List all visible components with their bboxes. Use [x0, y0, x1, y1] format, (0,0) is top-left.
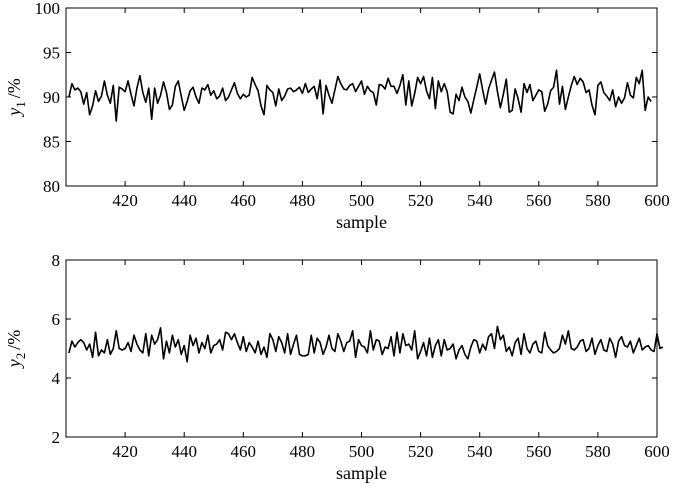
chart-y2-panel: 420 440 460 480 500 520 540 560 580 600 2 4 6 8 sample… [4, 251, 670, 483]
x-tick-label: 440 [171, 191, 197, 210]
y-axis-label-var: y [4, 108, 24, 118]
x-tick-label: 520 [408, 442, 434, 461]
x-tick-label: 480 [290, 191, 316, 210]
y-tick-label: 6 [52, 310, 61, 329]
y-axis-label-sub: 1 [13, 101, 28, 108]
x-tick-label: 480 [290, 442, 316, 461]
x-tick-label: 420 [112, 442, 138, 461]
x-tick-label: 500 [349, 442, 375, 461]
y-axis-label: y2 /% [4, 330, 28, 370]
x-tick-label: 460 [231, 442, 257, 461]
y-axis-label: y1 /% [4, 78, 28, 118]
x-tick-label: 520 [408, 191, 434, 210]
y-tick-label: 80 [43, 177, 60, 196]
x-tick-label: 460 [231, 191, 257, 210]
y-tick-label: 95 [43, 44, 60, 63]
x-tick-label: 560 [526, 442, 552, 461]
y-axis-label-unit: /% [4, 78, 24, 98]
x-axis-label: sample [336, 212, 387, 232]
x-tick-label: 580 [585, 191, 611, 210]
series-line [68, 325, 664, 363]
x-tick-label: 560 [526, 191, 552, 210]
plot-frame [65, 259, 658, 438]
y-axis-label-unit: /% [4, 330, 24, 350]
x-tick-label: 540 [467, 442, 493, 461]
y-tick-label: 85 [43, 133, 60, 152]
y-tick-label: 100 [35, 0, 61, 18]
series-line [68, 69, 652, 122]
y-tick-label: 90 [43, 88, 60, 107]
x-tick-label: 540 [467, 191, 493, 210]
x-tick-label: 600 [644, 191, 670, 210]
x-tick-label: 420 [112, 191, 138, 210]
x-tick-label: 440 [171, 442, 197, 461]
y-tick-label: 2 [52, 428, 61, 447]
y-tick-label: 4 [52, 369, 61, 388]
x-tick-label: 500 [349, 191, 375, 210]
y-axis-label-sub: 2 [13, 353, 28, 360]
y-tick-label: 8 [52, 251, 61, 270]
x-tick-label: 580 [585, 442, 611, 461]
x-axis-label: sample [336, 463, 387, 483]
chart-y1-panel: 420 440 460 480 500 520 540 560 580 600 80 85 90 95 10… [4, 0, 670, 232]
x-tick-label: 600 [644, 442, 670, 461]
y-axis-label-var: y [4, 359, 24, 369]
